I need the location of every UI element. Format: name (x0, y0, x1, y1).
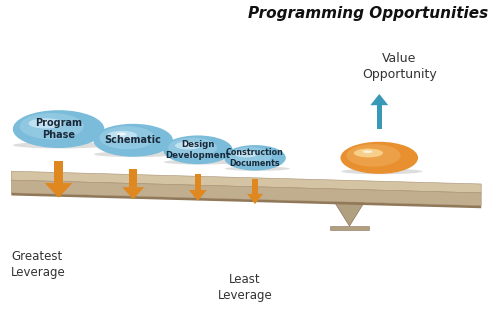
Text: Value
Opportunity: Value Opportunity (362, 52, 436, 81)
Polygon shape (247, 194, 263, 204)
Polygon shape (194, 174, 201, 190)
Ellipse shape (13, 110, 104, 148)
Polygon shape (130, 169, 137, 187)
Ellipse shape (107, 131, 137, 140)
Ellipse shape (235, 150, 258, 157)
Polygon shape (44, 183, 72, 198)
Ellipse shape (168, 137, 217, 158)
Text: Construction
Documents: Construction Documents (226, 148, 284, 168)
Ellipse shape (175, 142, 201, 149)
Polygon shape (12, 180, 481, 206)
Polygon shape (252, 179, 258, 194)
Polygon shape (334, 202, 364, 226)
Polygon shape (122, 187, 144, 199)
Polygon shape (330, 226, 370, 230)
Ellipse shape (224, 145, 286, 171)
Polygon shape (189, 190, 206, 201)
Ellipse shape (100, 126, 155, 149)
Ellipse shape (363, 150, 372, 153)
Text: Program
Phase: Program Phase (35, 118, 82, 140)
Ellipse shape (340, 142, 418, 174)
Ellipse shape (94, 124, 173, 157)
Polygon shape (370, 94, 388, 105)
Text: Least
Leverage: Least Leverage (218, 273, 272, 302)
Ellipse shape (28, 118, 63, 128)
Text: Greatest
Leverage: Greatest Leverage (12, 250, 66, 279)
Ellipse shape (229, 147, 272, 165)
Ellipse shape (13, 142, 109, 148)
Polygon shape (376, 105, 382, 129)
Ellipse shape (163, 136, 232, 164)
Ellipse shape (341, 169, 422, 174)
Polygon shape (54, 161, 64, 183)
Ellipse shape (225, 166, 290, 171)
Ellipse shape (242, 152, 250, 154)
Ellipse shape (183, 143, 192, 146)
Polygon shape (12, 171, 481, 193)
Ellipse shape (94, 151, 178, 157)
Text: Design
Development: Design Development (166, 140, 230, 160)
Text: Programming Opportunities: Programming Opportunities (248, 6, 488, 21)
Ellipse shape (116, 133, 126, 136)
Ellipse shape (164, 159, 237, 165)
Text: Schematic: Schematic (104, 135, 162, 145)
Ellipse shape (20, 113, 84, 139)
Ellipse shape (354, 148, 383, 157)
Ellipse shape (39, 120, 50, 124)
Polygon shape (12, 193, 481, 208)
Ellipse shape (346, 144, 401, 166)
